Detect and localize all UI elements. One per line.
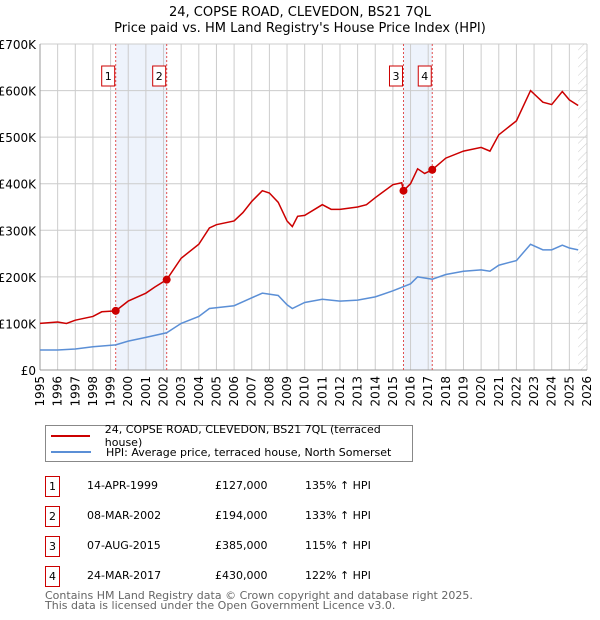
- x-tick-label: 2004: [192, 376, 206, 407]
- x-tick-label: 2005: [209, 376, 223, 407]
- x-tick-label: 2007: [245, 376, 259, 407]
- x-tick-label: 2009: [280, 376, 294, 407]
- x-tick-label: 1997: [68, 376, 82, 407]
- sale-hpi-change: 115% ↑ HPI: [305, 539, 371, 552]
- shaded-range: [403, 44, 433, 370]
- x-tick-label: 1998: [86, 376, 100, 407]
- chart-subtitle: Price paid vs. HM Land Registry's House …: [114, 21, 486, 36]
- sale-row: 1 14-APR-1999 £127,000 135% ↑ HPI: [45, 476, 465, 497]
- sale-label-box: [388, 65, 403, 87]
- sale-date: 08-MAR-2002: [87, 509, 162, 522]
- sale-price: £127,000: [215, 479, 268, 492]
- sale-row: 2 08-MAR-2002 £194,000 133% ↑ HPI: [45, 506, 465, 527]
- x-tick-label: 2011: [315, 376, 329, 407]
- y-tick-label: £600K: [0, 85, 37, 99]
- x-tick-label: 1999: [104, 376, 118, 407]
- y-tick-label: £400K: [0, 178, 37, 192]
- sale-hpi-change: 135% ↑ HPI: [305, 479, 371, 492]
- sale-price: £194,000: [215, 509, 268, 522]
- sale-number-box: 4: [45, 566, 60, 587]
- y-tick-label: £100K: [0, 317, 37, 331]
- sale-label-box: [101, 65, 116, 87]
- sale-number-box: 3: [45, 536, 60, 557]
- x-tick-label: 2008: [262, 376, 276, 407]
- y-tick-label: £200K: [0, 271, 37, 285]
- x-tick-label: 1996: [51, 376, 65, 407]
- x-tick-label: 2006: [227, 376, 241, 407]
- chart-title: 24, COPSE ROAD, CLEVEDON, BS21 7QL: [169, 5, 431, 20]
- x-tick-label: 2020: [474, 376, 488, 407]
- legend: 24, COPSE ROAD, CLEVEDON, BS21 7QL (terr…: [45, 423, 413, 462]
- x-tick-label: 2015: [386, 376, 400, 407]
- sale-date: 14-APR-1999: [87, 479, 159, 492]
- x-tick-label: 2022: [509, 376, 523, 407]
- x-tick-label: 2018: [439, 376, 453, 407]
- x-tick-label: 2021: [492, 376, 506, 407]
- y-tick-label: £700K: [0, 38, 37, 52]
- sale-date: 24-MAR-2017: [87, 569, 162, 582]
- x-tick-label: 2016: [404, 376, 418, 407]
- x-tick-label: 2013: [351, 376, 365, 407]
- sale-row: 4 24-MAR-2017 £430,000 122% ↑ HPI: [45, 566, 465, 587]
- x-tick-label: 2026: [580, 376, 594, 407]
- x-tick-label: 2017: [421, 376, 435, 407]
- sale-label-number: 3: [392, 70, 399, 83]
- sale-label-number: 1: [105, 70, 112, 83]
- x-tick-label: 2019: [456, 376, 470, 407]
- legend-blue-line: [51, 451, 91, 453]
- x-tick-label: 2001: [139, 376, 153, 407]
- sale-price: £430,000: [215, 569, 268, 582]
- sale-point: [162, 275, 171, 284]
- x-tick-label: 2002: [157, 376, 171, 407]
- property-price-line: [39, 89, 579, 325]
- sale-date: 07-AUG-2015: [87, 539, 161, 552]
- sale-hpi-change: 133% ↑ HPI: [305, 509, 371, 522]
- sale-label-box: [152, 65, 167, 87]
- y-tick-label: £500K: [0, 131, 37, 145]
- x-tick-label: 2000: [121, 376, 135, 407]
- sale-number-box: 1: [45, 476, 60, 497]
- x-tick-label: 2025: [562, 376, 576, 407]
- x-tick-label: 2014: [368, 376, 382, 407]
- price-chart: 1995 1996 1997 1998 1999 2000 2001 2002 2003 2004…: [0, 38, 594, 407]
- y-tick-label: £0: [21, 364, 36, 378]
- x-tick-label: 2010: [298, 376, 312, 407]
- shaded-range: [115, 44, 167, 370]
- hpi-line: [40, 243, 579, 351]
- sale-hpi-change: 122% ↑ HPI: [305, 569, 371, 582]
- sale-number-box: 2: [45, 506, 60, 527]
- footer-line-1: Contains HM Land Registry data © Crown c…: [45, 589, 473, 602]
- sale-point: [428, 165, 437, 174]
- sale-label-number: 4: [421, 70, 428, 83]
- x-tick-label: 2024: [545, 376, 559, 407]
- legend-red-line: [51, 435, 90, 437]
- sale-label-box: [417, 65, 432, 87]
- sale-price: £385,000: [215, 539, 268, 552]
- sale-point: [111, 306, 120, 315]
- x-tick-label: 2003: [174, 376, 188, 407]
- y-tick-label: £300K: [0, 224, 37, 238]
- x-tick-label: 2012: [333, 376, 347, 407]
- sale-row: 3 07-AUG-2015 £385,000 115% ↑ HPI: [45, 536, 465, 557]
- x-tick-label: 2023: [527, 376, 541, 407]
- sale-point: [399, 186, 408, 195]
- legend-label-hpi: HPI: Average price, terraced house, Nort…: [106, 445, 392, 459]
- legend-label-property: 24, COPSE ROAD, CLEVEDON, BS21 7QL (terr…: [104, 423, 381, 449]
- sale-label-number: 2: [156, 70, 163, 83]
- footer-line-2: This data is licensed under the Open Gov…: [45, 599, 396, 612]
- forecast-hatch: [578, 44, 587, 370]
- x-tick-label: 1995: [33, 376, 47, 407]
